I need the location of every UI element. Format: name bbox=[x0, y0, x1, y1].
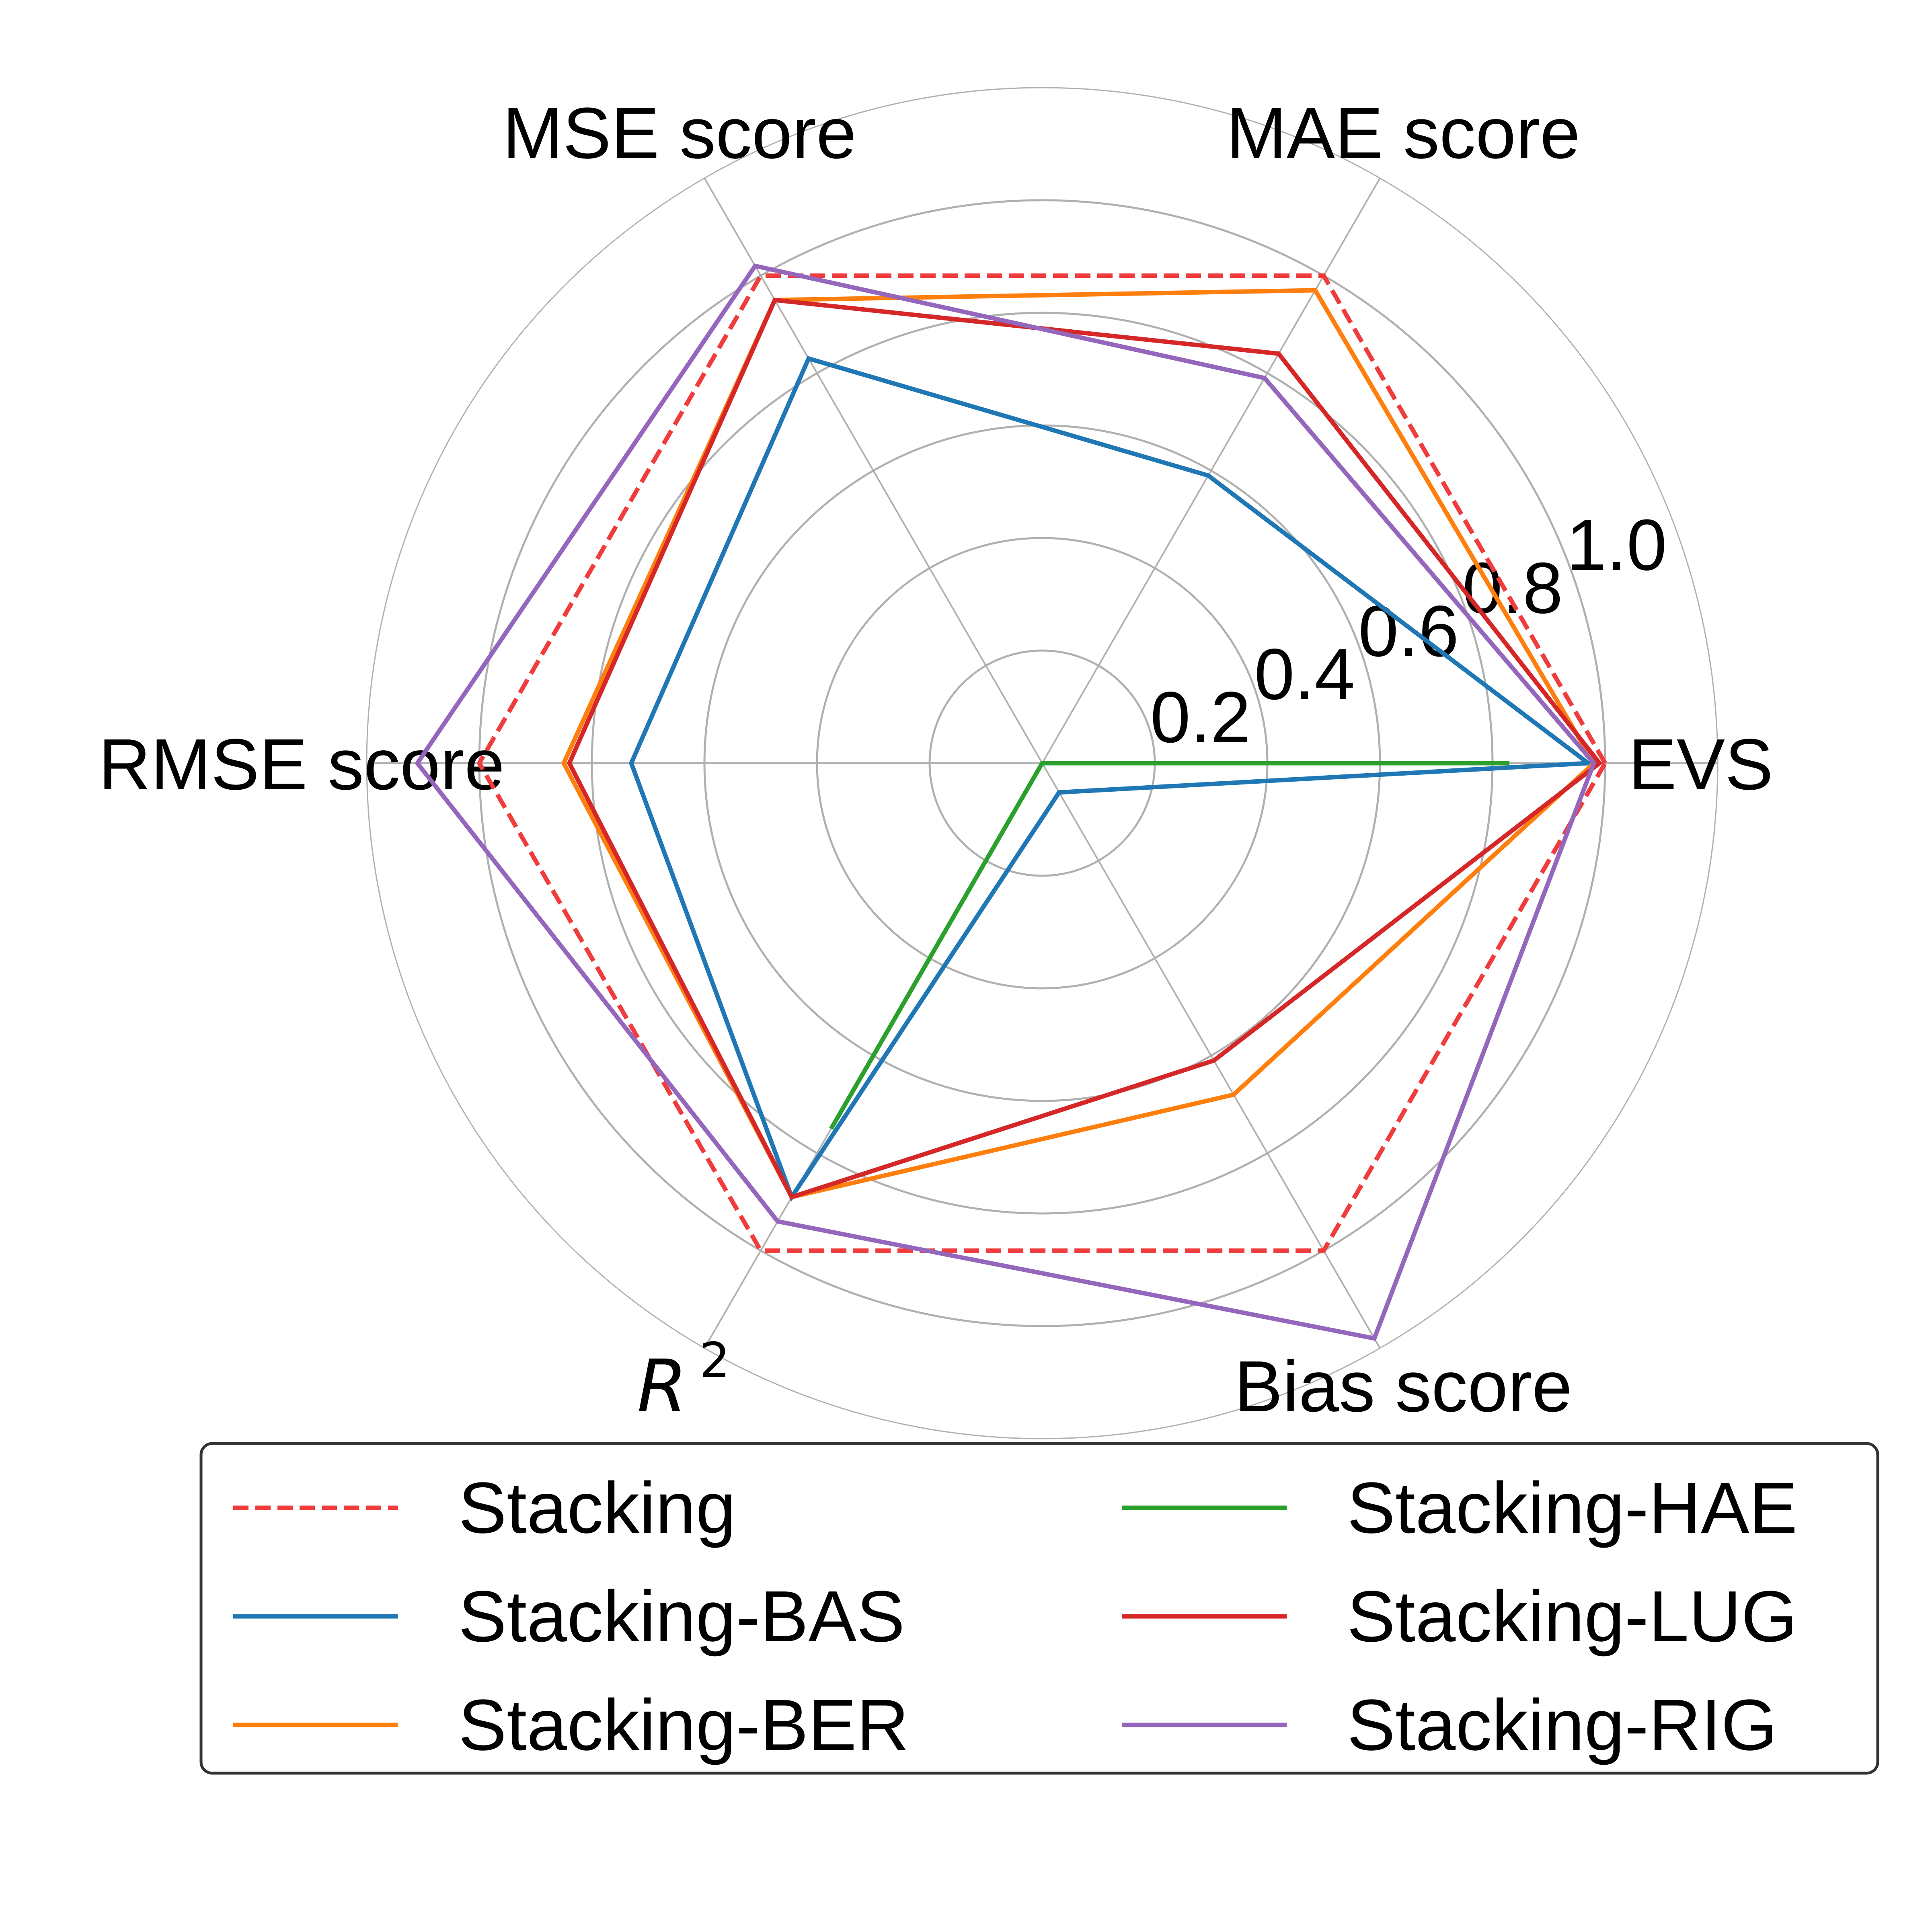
legend-label: Stacking-LUG bbox=[1347, 1576, 1797, 1657]
axis-label: Bias score bbox=[1234, 1346, 1572, 1427]
axis-label: RMSE score bbox=[99, 724, 505, 805]
axis-label: EVS bbox=[1628, 724, 1773, 805]
axis-labels: EVS MAE score MSE score RMSE score R 2 Bias sc… bbox=[99, 93, 1773, 1429]
radial-tick-label: 1.0 bbox=[1566, 505, 1667, 585]
legend-frame bbox=[199, 1442, 1879, 1775]
series-line-stacking-lug bbox=[567, 298, 1603, 1200]
legend-entries: Stacking Stacking-BAS Stacking-BER Stacking… bbox=[233, 1468, 1797, 1766]
legend-label: Stacking-HAE bbox=[1347, 1468, 1797, 1548]
series-line-stacking-ber bbox=[561, 288, 1597, 1200]
legend: Stacking Stacking-BAS Stacking-BER Stacking… bbox=[199, 1442, 1879, 1775]
axis-label: MAE score bbox=[1226, 93, 1580, 174]
radial-tick-label: 0.4 bbox=[1254, 634, 1355, 715]
r2-superscript: 2 bbox=[699, 1333, 730, 1389]
grid-spoke bbox=[704, 178, 1043, 764]
series-line-stacking-bas bbox=[629, 356, 1595, 1202]
legend-label: Stacking-BAS bbox=[458, 1576, 905, 1657]
legend-label: Stacking bbox=[458, 1468, 736, 1548]
series-layer bbox=[415, 263, 1608, 1341]
radial-tick-label: 0.8 bbox=[1462, 548, 1563, 628]
series-line-stacking-rig bbox=[415, 263, 1597, 1341]
series-line-stacking bbox=[476, 273, 1608, 1253]
legend-label: Stacking-RIG bbox=[1347, 1685, 1777, 1766]
axis-label: MSE score bbox=[503, 93, 856, 174]
series-line-stacking-hae bbox=[829, 761, 1509, 1130]
grid-spoke bbox=[1041, 762, 1381, 1349]
legend-label: Stacking-BER bbox=[458, 1685, 909, 1766]
radial-tick-label: 0.2 bbox=[1150, 677, 1251, 758]
